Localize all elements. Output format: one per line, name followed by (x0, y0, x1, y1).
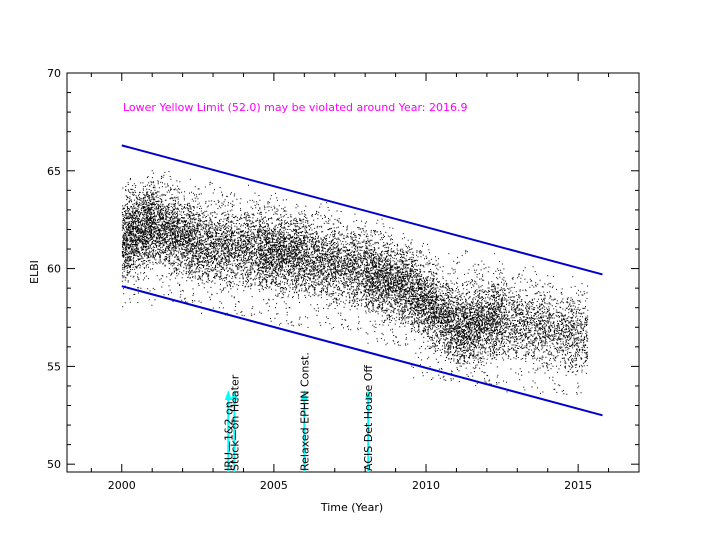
event-marker: IRU—1&2 on (222, 390, 235, 472)
x-axis-title: Time (Year) (320, 501, 383, 514)
event-arrow-head (230, 390, 238, 400)
upper-trend-line (121, 144, 603, 276)
limit-violation-note: Lower Yellow Limit (52.0) may be violate… (123, 101, 467, 114)
y-tick-label: 60 (47, 263, 61, 276)
event-marker: Relaxed EPHIN Const. (298, 352, 311, 472)
event-arrow-head (300, 390, 308, 400)
event-label: IRU—1&2 on (222, 401, 235, 471)
scatter-points (121, 170, 589, 395)
data-points (121, 170, 589, 395)
x-tick-label: 2010 (412, 479, 440, 492)
x-tick-label: 2000 (108, 479, 136, 492)
event-label: Relaxed EPHIN Const. (298, 352, 311, 471)
y-tick-label: 55 (47, 360, 61, 373)
x-tick-label: 2005 (260, 479, 288, 492)
x-axis: 2000 2005 2010 2015 (90, 73, 640, 492)
y-axis: 50 55 60 65 70 (47, 67, 639, 471)
y-tick-label: 65 (47, 165, 61, 178)
event-label: ACIS Det House Off (362, 365, 375, 471)
event-label: Stuck—on Heater (228, 374, 241, 471)
plot-frame (66, 72, 640, 473)
y-axis-title: ELBI (28, 260, 41, 284)
lower-trend-line (121, 285, 603, 417)
event-arrow-head (224, 390, 232, 400)
x-tick-label: 2015 (564, 479, 592, 492)
event-marker: Stuck—on Heater (228, 374, 241, 472)
event-marker: ACIS Det House Off (362, 365, 375, 472)
trend-lines (121, 144, 603, 417)
event-arrow-head (364, 390, 372, 400)
y-tick-label: 70 (47, 67, 61, 80)
y-tick-label: 50 (47, 458, 61, 471)
